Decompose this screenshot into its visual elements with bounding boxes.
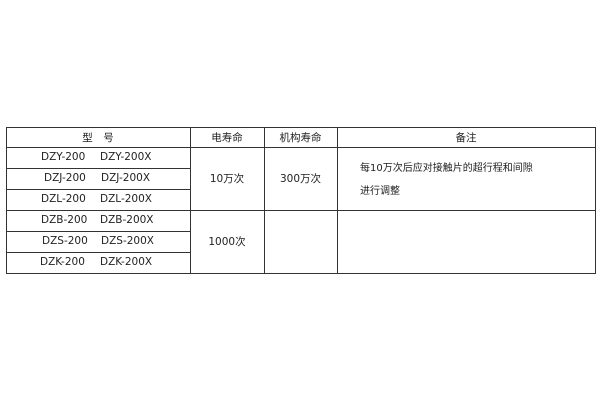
- electrical-life-cell: 10万次: [209, 173, 245, 185]
- remark-text: 进行调整: [360, 186, 400, 197]
- model-cell: DZS-200X: [101, 235, 154, 247]
- header-remarks: 备注: [455, 131, 477, 144]
- column-divider: [190, 127, 191, 274]
- row-divider: [6, 252, 190, 253]
- header-model: 型 号: [82, 131, 114, 144]
- electrical-life-cell: 1000次: [208, 236, 246, 248]
- model-cell: DZL-200X: [100, 193, 152, 205]
- model-cell: DZY-200: [41, 151, 86, 163]
- header-divider: [6, 147, 596, 148]
- row-divider: [6, 189, 190, 190]
- mechanical-life-cell: 300万次: [279, 173, 322, 185]
- mechanical-life-cell: [264, 210, 337, 273]
- model-cell: DZB-200X: [100, 214, 154, 226]
- table-border-bottom: [6, 273, 596, 274]
- row-divider: [6, 168, 190, 169]
- model-cell: DZJ-200X: [101, 172, 151, 184]
- remark-text: 每10万次后应对接触片的超行程和间隙: [360, 163, 533, 174]
- table-border-left: [6, 127, 7, 274]
- model-cell: DZK-200X: [100, 256, 153, 268]
- model-cell: DZJ-200: [44, 172, 86, 184]
- model-cell: DZL-200: [41, 193, 86, 205]
- model-cell: DZK-200: [40, 256, 85, 268]
- model-cell: DZY-200X: [100, 151, 152, 163]
- table-border-top: [6, 127, 596, 128]
- column-divider: [264, 127, 265, 274]
- table-border-right: [595, 127, 596, 274]
- header-electrical-life: 电寿命: [211, 131, 243, 144]
- model-cell: DZS-200: [42, 235, 88, 247]
- column-divider: [337, 127, 338, 274]
- header-mechanical-life: 机构寿命: [279, 131, 322, 144]
- row-divider: [6, 231, 190, 232]
- model-cell: DZB-200: [41, 214, 88, 226]
- group-divider: [6, 210, 596, 211]
